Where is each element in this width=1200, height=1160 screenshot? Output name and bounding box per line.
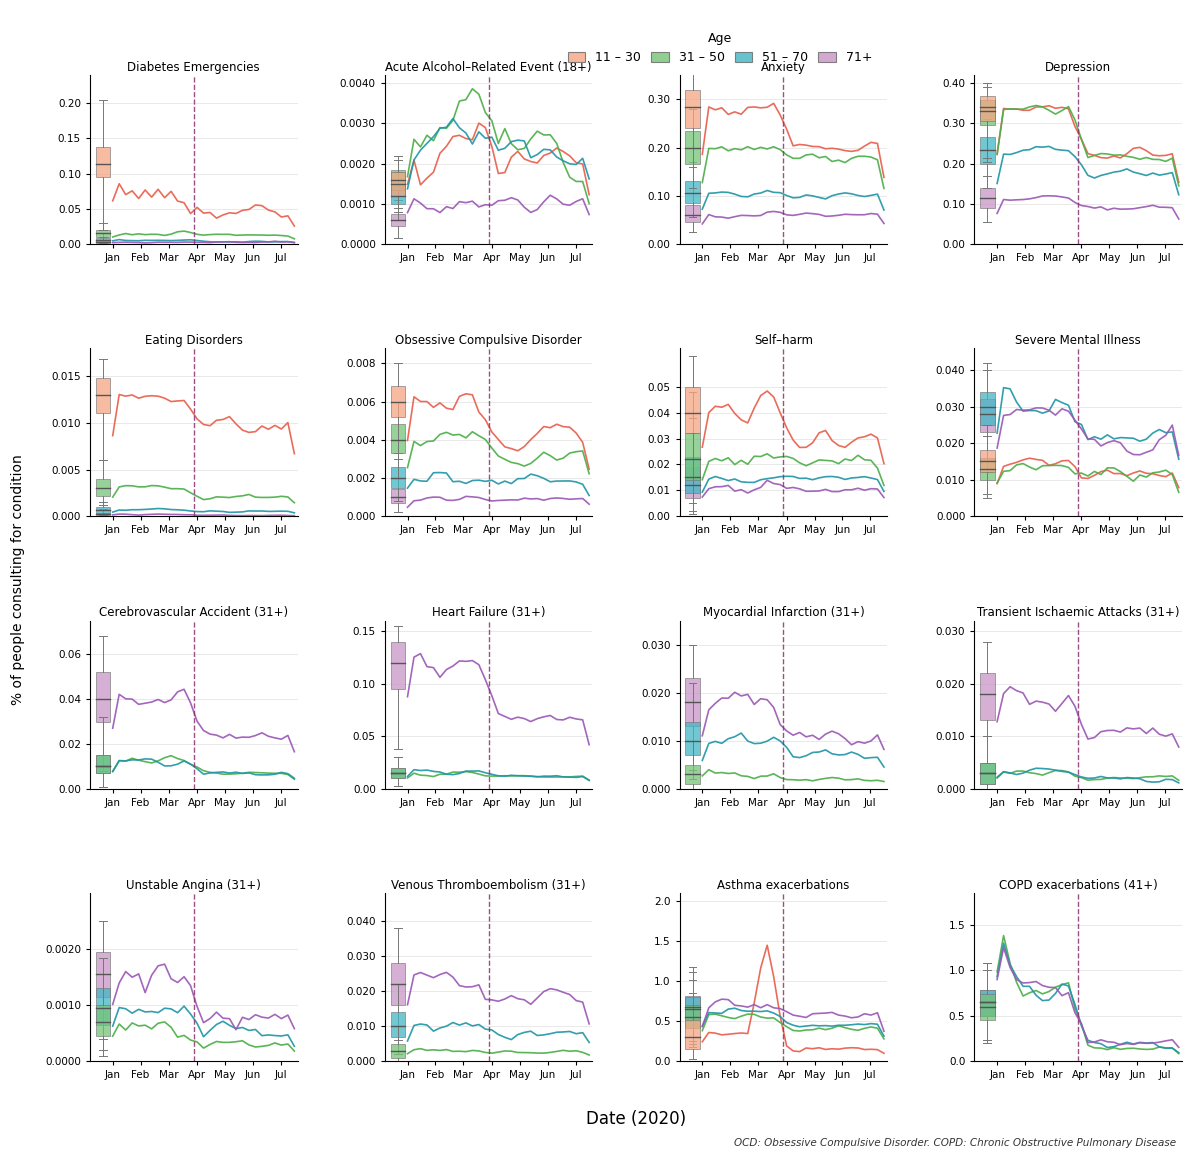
Bar [980,994,995,1020]
Bar [685,1006,700,1028]
Bar [685,679,700,726]
Bar [391,386,404,416]
Bar [391,172,404,196]
Bar [391,1044,404,1058]
Bar [980,762,995,783]
Bar [980,450,995,472]
Bar [980,458,995,480]
Bar [391,641,404,689]
Bar [685,1020,700,1050]
Bar [685,386,700,434]
Bar [685,434,700,480]
Bar [685,995,700,1018]
Bar [980,762,995,783]
Title: Venous Thromboembolism (31+): Venous Thromboembolism (31+) [391,879,586,892]
Title: Severe Mental Illness: Severe Mental Illness [1015,334,1141,347]
Bar [980,991,995,1016]
Bar [980,991,995,1016]
Bar [96,952,110,996]
Bar [391,466,404,487]
Title: Anxiety: Anxiety [761,61,806,74]
Bar [96,230,110,237]
Title: Acute Alcohol–Related Event (18+): Acute Alcohol–Related Event (18+) [385,61,592,74]
Bar [980,392,995,425]
Title: Self–harm: Self–harm [754,334,812,347]
Bar [96,672,110,722]
Title: Heart Failure (31+): Heart Failure (31+) [432,607,545,619]
Bar [685,722,700,755]
Bar [391,169,404,189]
Bar [96,755,110,773]
Bar [685,131,700,165]
Bar [980,673,995,720]
Bar [391,1013,404,1037]
Title: Asthma exacerbations: Asthma exacerbations [718,879,850,892]
Title: Transient Ischaemic Attacks (31+): Transient Ischaemic Attacks (31+) [977,607,1180,619]
Title: Depression: Depression [1045,61,1111,74]
Bar [96,513,110,515]
Bar [980,96,995,122]
Bar [391,490,404,502]
Bar [96,988,110,1025]
Bar [96,240,110,242]
Bar [685,998,700,1021]
Bar [391,213,404,226]
Bar [685,181,700,203]
Bar [391,186,404,204]
Bar [391,425,404,454]
Bar [980,399,995,433]
Bar [96,378,110,413]
Title: Diabetes Emergencies: Diabetes Emergencies [127,61,260,74]
Text: % of people consulting for condition: % of people consulting for condition [11,455,25,705]
Bar [96,238,110,241]
Bar [96,755,110,773]
Bar [685,467,700,498]
Title: Eating Disorders: Eating Disorders [145,334,242,347]
Bar [980,188,995,208]
Text: Date (2020): Date (2020) [586,1110,686,1129]
Title: Obsessive Compulsive Disorder: Obsessive Compulsive Disorder [395,334,582,347]
Bar [96,147,110,177]
Bar [685,205,700,222]
Bar [980,100,995,125]
Bar [391,768,404,778]
Bar [96,1006,110,1036]
Title: Unstable Angina (31+): Unstable Angina (31+) [126,879,262,892]
Bar [685,457,700,493]
Legend: 11 – 30, 31 – 50, 51 – 70, 71+: 11 – 30, 31 – 50, 51 – 70, 71+ [568,31,872,64]
Title: COPD exacerbations (41+): COPD exacerbations (41+) [998,879,1158,892]
Title: Cerebrovascular Accident (31+): Cerebrovascular Accident (31+) [100,607,288,619]
Bar [96,479,110,495]
Bar [685,89,700,129]
Bar [391,768,404,778]
Bar [96,507,110,513]
Bar [391,963,404,1006]
Title: Myocardial Infarction (31+): Myocardial Infarction (31+) [702,607,864,619]
Bar [980,138,995,164]
Bar [685,764,700,784]
Text: OCD: Obsessive Compulsive Disorder. COPD: Chronic Obstructive Pulmonary Disease: OCD: Obsessive Compulsive Disorder. COPD… [734,1138,1176,1148]
